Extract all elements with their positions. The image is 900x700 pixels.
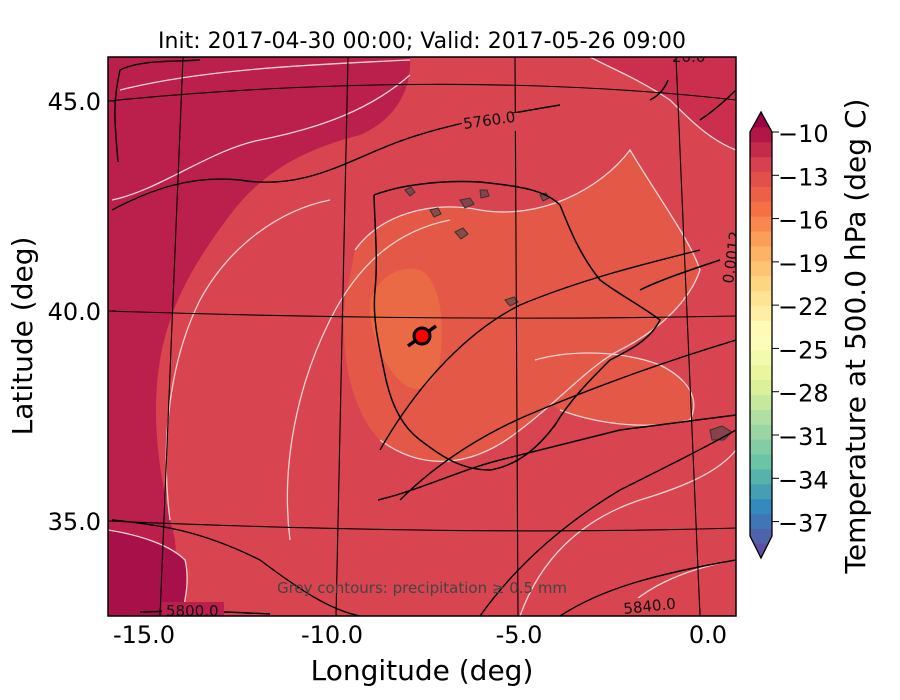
temp-band-cool-south — [533, 353, 694, 426]
colorbar-tick-label: −34 — [778, 466, 829, 494]
colorbar-band — [750, 483, 772, 500]
colorbar-tick-label: −13 — [778, 163, 829, 191]
y-tick-label: 35.0 — [48, 508, 101, 536]
colorbar-band — [750, 498, 772, 514]
colorbar-band — [750, 216, 772, 232]
colorbar-band — [750, 453, 772, 470]
colorbar-tick-label: −19 — [778, 250, 829, 278]
colorbar: −10 −13 −16 −19 −22 −25 −28 −31 −34 −37 Temperatu… — [749, 99, 872, 575]
precipitation-note: Grey contours: precipitation ≥ 0.5 mm — [277, 579, 567, 597]
colorbar-band — [750, 260, 772, 277]
colorbar-band — [750, 409, 772, 425]
colorbar-band — [750, 528, 772, 544]
colorbar-band — [750, 201, 772, 217]
colorbar-tick-label: −16 — [778, 207, 829, 235]
colorbar-band — [750, 468, 772, 485]
colorbar-label: Temperature at 500.0 hPa (deg C) — [839, 99, 872, 575]
colorbar-tick-label: −31 — [778, 423, 829, 451]
colorbar-ticks: −10 −13 −16 −19 −22 −25 −28 −31 −34 −37 — [772, 120, 829, 538]
temp-band-warm-west — [108, 57, 411, 616]
colorbar-band — [750, 379, 772, 396]
y-axis: 45.0 40.0 35.0 Latitude (deg) — [6, 88, 116, 536]
colorbar-band — [750, 171, 772, 187]
height-contours — [111, 59, 736, 616]
x-axis: -15.0 -10.0 -5.0 0.0 Longitude (deg) — [113, 608, 727, 687]
colorbar-band — [750, 305, 772, 321]
temp-band-warm-ne — [590, 57, 736, 150]
graticule — [108, 57, 736, 616]
colorbar-band — [750, 156, 772, 173]
colorbar-tick-label: −10 — [778, 120, 829, 148]
temp-band-cool-core — [369, 268, 442, 389]
colorbar-band — [750, 364, 772, 381]
map-plot-area: 5760.0 5800.0 5840.0 20.0 0.0012 Grey co… — [108, 48, 736, 620]
plot-title: Init: 2017-04-30 00:00; Valid: 2017-05-2… — [158, 29, 686, 54]
temp-band-warm-sw — [108, 530, 188, 616]
colorbar-band — [750, 126, 772, 143]
colorbar-band — [750, 275, 772, 291]
y-axis-label: Latitude (deg) — [6, 237, 39, 436]
colorbar-band — [750, 230, 772, 247]
contour-label-5800: 5800.0 — [166, 602, 219, 620]
colorbar-band — [750, 424, 772, 440]
colorbar-outline — [749, 110, 773, 560]
colorbar-band — [750, 543, 772, 558]
colorbar-band — [750, 186, 772, 202]
colorbar-tick-label: −25 — [778, 336, 829, 364]
colorbar-band — [750, 335, 772, 351]
location-marker — [412, 326, 432, 346]
colorbar-band — [750, 394, 772, 410]
x-tick-label: 0.0 — [689, 621, 727, 649]
colorbar-tick-label: −22 — [778, 293, 829, 321]
x-tick-label: -15.0 — [113, 621, 175, 649]
x-tick-label: -10.0 — [301, 621, 363, 649]
colorbar-band — [750, 245, 772, 262]
colorbar-tick-label: −28 — [778, 380, 829, 408]
contour-label-top: 20.0 — [672, 48, 705, 66]
colorbar-bands — [750, 112, 772, 558]
coastlines — [373, 79, 736, 501]
colorbar-band — [750, 141, 772, 158]
colorbar-band — [750, 290, 772, 306]
colorbar-tick-label: −37 — [778, 510, 829, 538]
colorbar-band — [750, 349, 772, 366]
colorbar-band — [750, 439, 772, 455]
y-tick-label: 40.0 — [48, 298, 101, 326]
contour-label-5840: 5840.0 — [623, 595, 677, 618]
y-tick-label: 45.0 — [48, 88, 101, 116]
colorbar-band — [750, 320, 772, 336]
x-axis-label: Longitude (deg) — [311, 654, 534, 687]
x-tick-label: -5.0 — [496, 621, 543, 649]
colorbar-band — [750, 513, 772, 529]
temp-band-cool-center — [343, 150, 700, 462]
plot-frame — [107, 56, 737, 617]
